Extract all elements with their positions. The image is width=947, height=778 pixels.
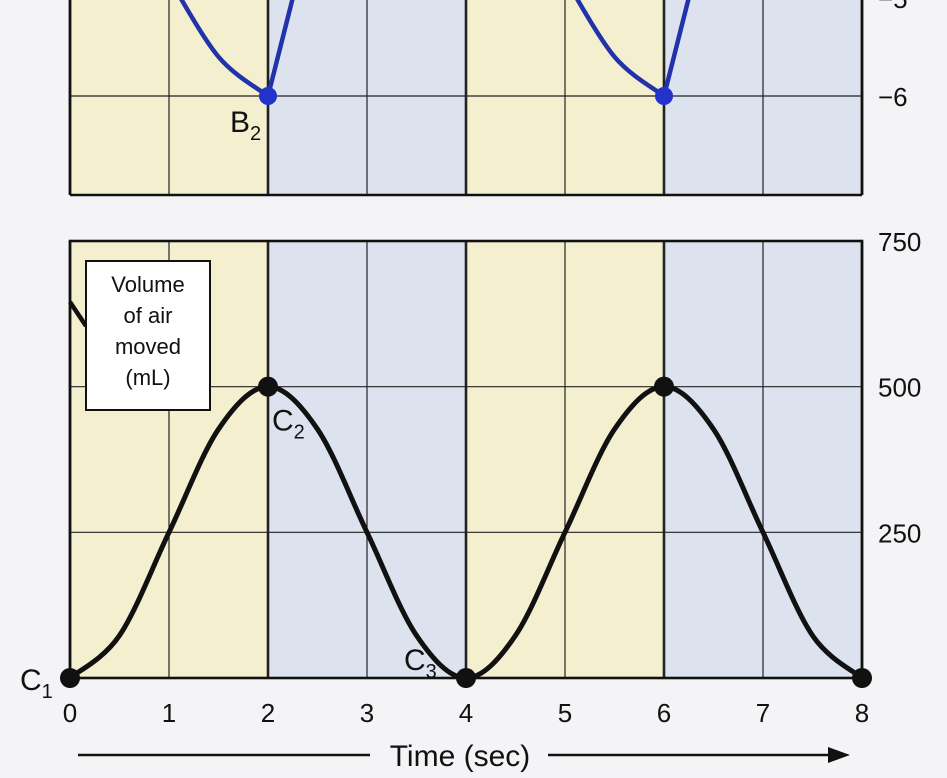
x-tick-label: 6 <box>657 698 671 728</box>
volume-point <box>456 668 476 688</box>
volume-label-box: Volume of air moved (mL) <box>85 260 211 411</box>
pressure-curve <box>265 0 295 99</box>
time-arrow-head <box>828 747 850 763</box>
time-axis: Time (sec) <box>78 740 850 773</box>
x-tick-label: 7 <box>756 698 770 728</box>
x-tick-label: 5 <box>558 698 572 728</box>
pressure-curve <box>575 0 667 99</box>
x-tick-label: 8 <box>855 698 869 728</box>
box-line-3: moved <box>115 334 181 359</box>
box-line-4: (mL) <box>125 365 170 390</box>
y-tick-label: 250 <box>878 518 921 548</box>
point-label-c1: C1 <box>20 664 53 703</box>
volume-point <box>258 376 278 397</box>
y-tick-label: 750 <box>878 227 921 257</box>
volume-curve-fragment <box>68 300 88 328</box>
x-tick-label: 3 <box>360 698 374 728</box>
volume-point <box>654 376 674 397</box>
x-tick-label: 4 <box>459 698 473 728</box>
pressure-point <box>655 87 673 105</box>
box-line-1: Volume <box>111 272 184 297</box>
y-tick-label: −6 <box>878 82 908 112</box>
x-tick-label: 2 <box>261 698 275 728</box>
box-line-2: of air <box>124 303 173 328</box>
volume-point <box>60 668 80 688</box>
volume-point <box>852 668 872 688</box>
top-panel: B2−5−6 <box>68 0 908 197</box>
x-axis-label: Time (sec) <box>390 740 531 773</box>
y-tick-label: 500 <box>878 373 921 403</box>
pressure-curve <box>661 0 691 99</box>
x-tick-label: 0 <box>63 698 77 728</box>
y-tick-label: −5 <box>878 0 908 14</box>
pressure-point <box>259 87 277 105</box>
pressure-curve <box>179 0 271 99</box>
x-tick-label: 1 <box>162 698 176 728</box>
